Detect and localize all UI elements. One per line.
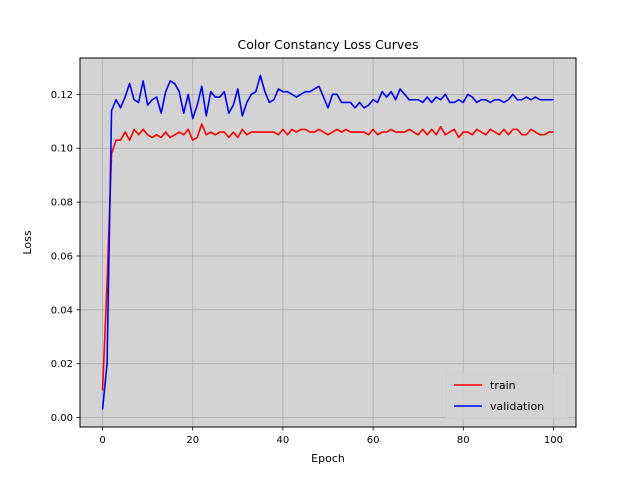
plot-frame: [79, 57, 577, 428]
chart-title: Color Constancy Loss Curves: [238, 37, 419, 52]
legend-label-validation: validation: [490, 400, 544, 413]
series-line-validation: [101, 74, 554, 410]
plot-area: [80, 58, 576, 427]
grid: [80, 58, 576, 427]
y-tick-label: 0.00: [51, 413, 73, 424]
axis-ticks: 0 20 40 60 80 100 0.00 0.02 0.04 0.06 0.08 0.10 0.12: [51, 90, 563, 446]
x-tick-label: 100: [544, 435, 563, 446]
legend-label-train: train: [490, 379, 516, 392]
x-tick-label: 40: [277, 435, 290, 446]
x-tick-label: 20: [186, 435, 199, 446]
y-tick-label: 0.08: [51, 198, 73, 209]
x-axis-label: Epoch: [311, 452, 345, 465]
y-tick-label: 0.06: [51, 251, 73, 262]
y-tick-label: 0.12: [51, 90, 73, 101]
x-tick-label: 80: [457, 435, 470, 446]
series-layer: [101, 74, 554, 410]
series-line-train: [101, 123, 554, 391]
x-tick-label: 0: [99, 435, 105, 446]
y-tick-label: 0.10: [51, 144, 73, 155]
y-tick-label: 0.04: [51, 305, 73, 316]
y-tick-label: 0.02: [51, 359, 73, 370]
y-axis-label: Loss: [21, 230, 34, 254]
legend: train validation: [445, 372, 569, 420]
x-tick-label: 60: [367, 435, 380, 446]
